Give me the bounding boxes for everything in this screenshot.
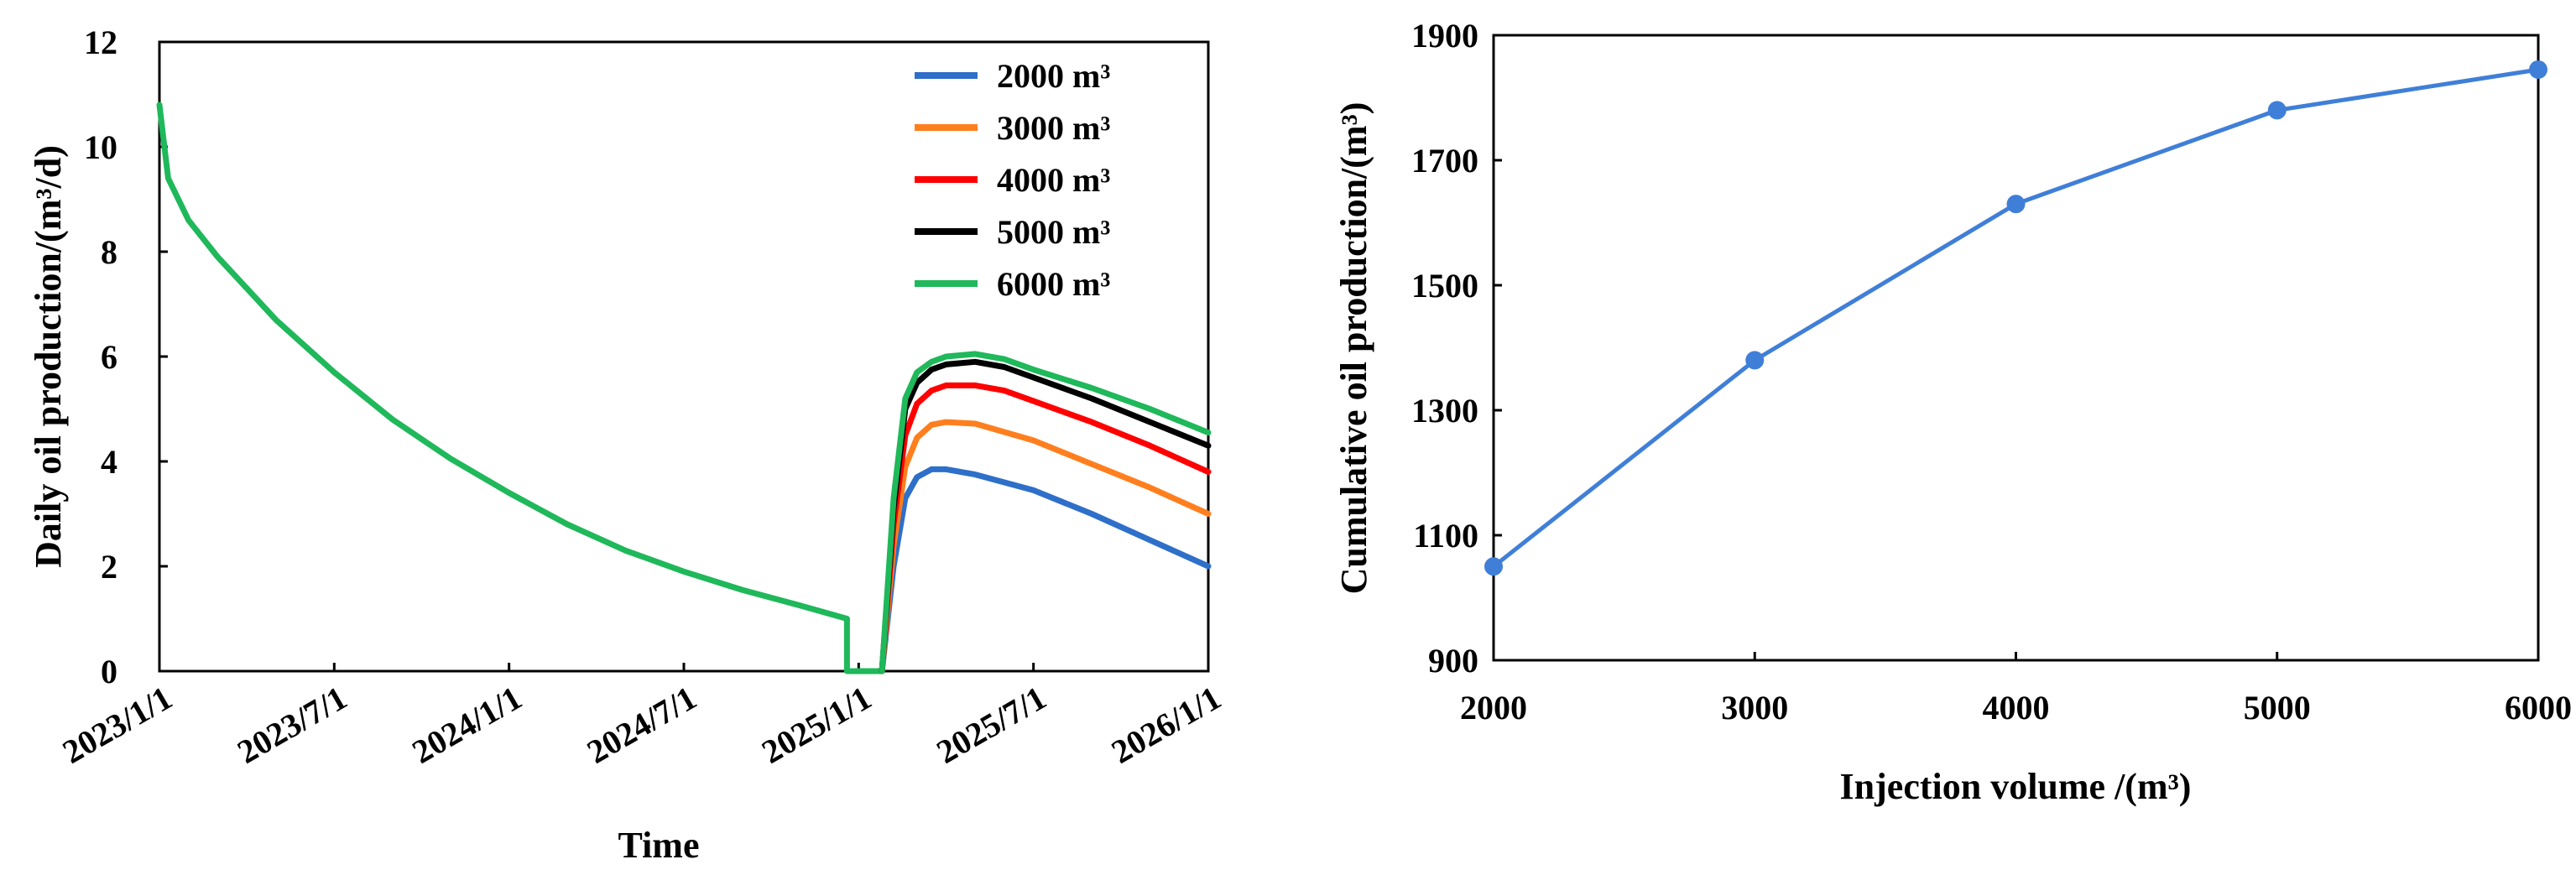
left-y-tick-label: 12 [84,23,117,61]
left-x-axis-label: Time [618,825,700,866]
right-y-tick-label: 1300 [1411,392,1478,430]
right-x-axis-label: Injection volume /(m³) [1840,766,2192,807]
left-y-tick-label: 2 [101,548,117,586]
data-point [2529,60,2547,79]
data-point [2267,101,2287,120]
left-y-tick-label: 0 [101,653,117,690]
series-line-3000 [879,419,1212,674]
right-y-tick-label: 1700 [1411,142,1478,180]
left-x-tick-label: 2023/7/1 [231,679,353,771]
right-y-tick-label: 1100 [1413,517,1478,555]
legend-label-5000: 5000 m³ [997,213,1110,251]
data-point [1484,557,1503,576]
right-y-tick-label: 900 [1428,642,1478,680]
right-x-tick-label: 6000 [2505,689,2572,727]
right-x-tick-label: 4000 [1983,689,2050,727]
right-chart: 900 1100 1300 1500 1700 1900 2000 3000 4000 5000… [1333,17,2572,807]
left-y-tick-label: 4 [101,443,117,481]
shared-decline-line [156,102,850,622]
shutdown-segment [843,618,883,674]
left-y-tick-label: 10 [84,128,117,166]
left-x-tick-label: 2025/7/1 [930,679,1052,771]
left-y-ticks: 0 2 4 6 8 10 12 [84,23,168,690]
left-series-lines [156,102,1212,674]
cumulative-line [1492,67,2539,569]
left-y-tick-label: 6 [101,338,117,376]
left-x-tick-label: 2024/1/1 [405,679,528,771]
right-series-line [1484,60,2547,576]
left-x-tick-label: 2024/7/1 [581,679,703,771]
right-x-tick-label: 5000 [2244,689,2311,727]
right-y-axis-label: Cumulative oil production/(m³) [1333,102,1374,595]
left-x-tick-label: 2025/1/1 [755,679,878,771]
left-y-axis-label: Daily oil production/(m³/d) [28,145,69,568]
right-plot-frame [1492,34,2540,662]
series-line-6000 [879,351,1212,674]
series-line-2000 [879,466,1212,674]
right-x-tick-label: 3000 [1721,689,1788,727]
left-y-tick-label: 8 [101,233,117,271]
right-x-ticks: 2000 3000 4000 5000 6000 [1460,652,2572,727]
left-chart: 0 2 4 6 8 10 12 2023/1/1 2023/7/1 2024/1/1 2024/7… [28,23,1228,866]
left-x-ticks: 2023/1/1 2023/7/1 2024/1/1 2024/7/1 2025/1/1… [56,663,1228,771]
legend-label-2000: 2000 m³ [997,57,1110,95]
right-y-tick-label: 1900 [1411,17,1478,55]
legend-label-6000: 6000 m³ [997,265,1110,303]
left-x-tick-label: 2023/1/1 [56,679,179,771]
legend: 2000 m³ 3000 m³ 4000 m³ 5000 m³ 6000 m³ [915,57,1110,303]
data-point [2006,195,2026,214]
right-y-tick-label: 1500 [1411,267,1478,305]
legend-label-3000: 3000 m³ [997,109,1110,147]
left-x-tick-label: 2026/1/1 [1105,679,1228,771]
legend-label-4000: 4000 m³ [997,161,1110,199]
data-point [1745,351,1765,370]
right-y-ticks: 900 1100 1300 1500 1700 1900 [1411,17,1502,680]
right-x-tick-label: 2000 [1460,689,1527,727]
